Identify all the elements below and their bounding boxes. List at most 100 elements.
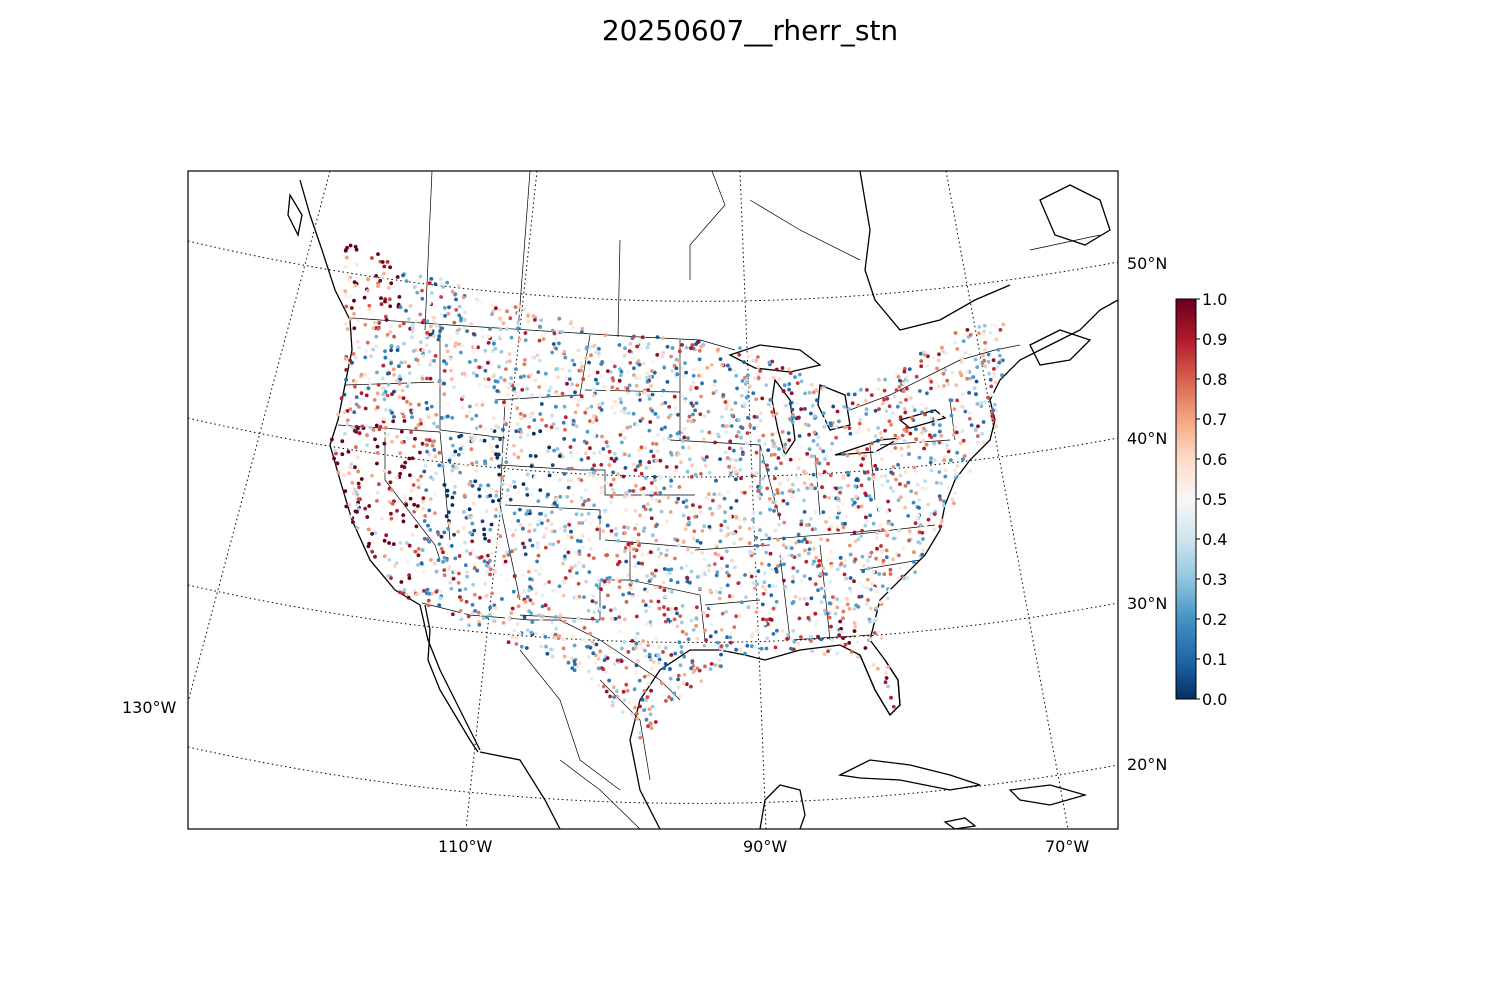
station-marker xyxy=(558,494,563,499)
station-marker xyxy=(352,326,357,331)
station-marker xyxy=(355,455,360,460)
station-marker xyxy=(660,402,664,406)
station-marker xyxy=(987,371,991,376)
station-marker xyxy=(566,466,571,471)
station-marker xyxy=(979,401,984,405)
station-marker xyxy=(444,558,449,563)
station-marker xyxy=(577,549,582,553)
station-marker xyxy=(394,561,399,566)
station-marker xyxy=(619,373,623,378)
station-marker xyxy=(752,414,757,419)
station-marker xyxy=(576,476,581,481)
station-marker xyxy=(605,444,610,449)
station-marker xyxy=(863,523,868,528)
station-marker xyxy=(834,435,838,440)
station-marker xyxy=(811,472,816,477)
station-marker xyxy=(912,550,916,555)
station-marker xyxy=(884,409,889,413)
station-marker xyxy=(918,389,922,393)
station-marker xyxy=(854,478,859,482)
station-marker xyxy=(645,371,650,376)
station-marker xyxy=(563,524,567,529)
mexico-states-a xyxy=(519,649,621,791)
station-marker xyxy=(689,474,694,479)
station-marker xyxy=(543,635,548,639)
station-marker xyxy=(923,524,928,529)
station-marker xyxy=(820,485,824,490)
station-marker xyxy=(607,463,612,467)
station-marker xyxy=(480,519,485,524)
station-marker xyxy=(826,461,830,466)
station-marker xyxy=(571,325,576,330)
station-marker xyxy=(814,460,819,465)
station-marker xyxy=(792,613,797,618)
station-marker xyxy=(633,508,638,513)
station-marker xyxy=(694,401,699,405)
station-marker xyxy=(494,489,499,494)
station-marker xyxy=(442,483,447,487)
station-marker xyxy=(480,403,485,407)
station-marker xyxy=(348,316,353,321)
station-marker xyxy=(385,260,390,264)
station-marker xyxy=(880,483,885,487)
station-marker xyxy=(528,453,533,458)
station-marker xyxy=(426,603,431,608)
station-marker xyxy=(594,377,598,382)
station-marker xyxy=(491,499,495,504)
station-marker xyxy=(581,377,586,382)
station-marker xyxy=(758,369,763,373)
station-marker xyxy=(363,322,368,327)
station-marker xyxy=(647,652,652,657)
station-marker xyxy=(572,438,576,442)
station-marker xyxy=(453,569,458,574)
station-marker xyxy=(517,395,521,399)
station-marker xyxy=(401,591,406,595)
station-marker xyxy=(788,371,793,375)
station-marker xyxy=(569,450,573,455)
station-marker xyxy=(638,376,642,381)
station-marker xyxy=(471,350,475,355)
station-marker xyxy=(670,621,674,626)
station-marker xyxy=(790,420,795,424)
station-marker xyxy=(662,486,667,491)
station-marker xyxy=(659,551,663,556)
station-marker xyxy=(837,525,842,530)
station-marker xyxy=(658,491,663,495)
station-marker xyxy=(442,392,447,397)
station-marker xyxy=(613,399,617,404)
station-marker xyxy=(674,500,679,505)
station-marker xyxy=(610,703,615,708)
station-marker xyxy=(695,605,699,610)
station-marker xyxy=(437,334,442,338)
station-marker xyxy=(389,511,393,516)
station-marker xyxy=(390,392,394,396)
station-marker xyxy=(593,653,598,658)
station-marker xyxy=(628,341,633,346)
station-marker xyxy=(907,538,911,543)
station-marker xyxy=(623,531,628,535)
station-marker xyxy=(599,462,604,467)
station-marker xyxy=(536,370,541,374)
station-marker xyxy=(530,493,534,497)
station-marker xyxy=(395,348,400,352)
station-marker xyxy=(469,322,474,326)
station-marker xyxy=(573,563,578,568)
station-marker xyxy=(407,573,411,578)
station-marker xyxy=(509,335,514,340)
station-marker xyxy=(822,595,827,599)
station-marker xyxy=(363,355,368,360)
station-marker xyxy=(537,613,541,618)
station-marker xyxy=(733,401,738,405)
station-marker xyxy=(729,631,734,636)
station-marker xyxy=(500,500,505,505)
station-marker xyxy=(414,426,418,431)
station-marker xyxy=(917,498,922,502)
station-marker xyxy=(437,603,442,608)
station-marker xyxy=(627,494,632,498)
station-marker xyxy=(619,659,624,663)
station-marker xyxy=(707,492,711,496)
station-marker xyxy=(430,291,434,295)
station-marker xyxy=(954,475,958,480)
station-marker xyxy=(705,365,710,370)
station-marker xyxy=(531,431,536,436)
